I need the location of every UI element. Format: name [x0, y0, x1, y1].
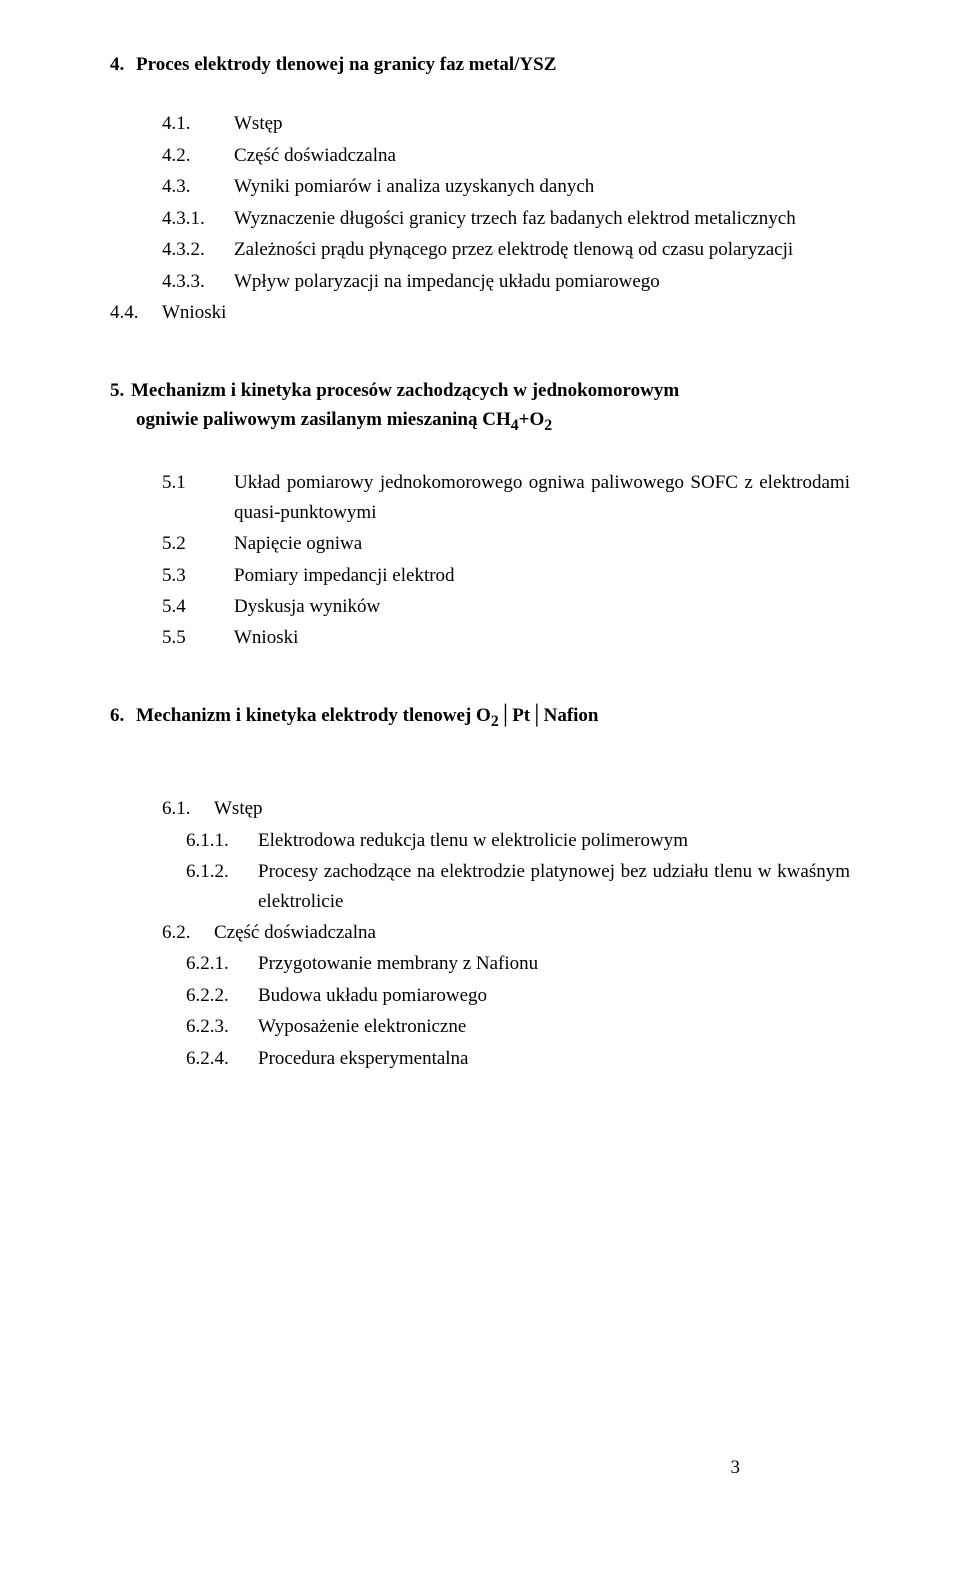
toc-item-4-1: 4.1. Wstęp [162, 109, 850, 138]
section-6-title: Mechanizm i kinetyka elektrody tlenowej … [136, 701, 599, 734]
section-4-items: 4.1. Wstęp 4.2. Część doświadczalna 4.3.… [110, 109, 850, 296]
toc-num: 5.5 [162, 623, 234, 652]
toc-item-6-1-1: 6.1.1. Elektrodowa redukcja tlenu w elek… [162, 826, 850, 855]
toc-label: Wyznaczenie długości granicy trzech faz … [234, 204, 850, 233]
section-5-title-part: ogniwie paliwowym zasilanym mieszaniną C… [136, 409, 511, 430]
toc-num: 4.3.3. [162, 267, 234, 296]
separator: │ [499, 705, 512, 726]
toc-label: Przygotowanie membrany z Nafionu [258, 949, 850, 978]
toc-num: 6.1.2. [186, 857, 258, 916]
toc-item-5-3: 5.3 Pomiary impedancji elektrod [162, 561, 850, 590]
toc-num: 6.2.3. [186, 1012, 258, 1041]
toc-label: Wpływ polaryzacji na impedancję układu p… [234, 267, 850, 296]
toc-item-4-3-2: 4.3.2. Zależności prądu płynącego przez … [162, 235, 850, 264]
section-5-title-line2: ogniwie paliwowym zasilanym mieszaniną C… [110, 409, 552, 430]
toc-item-6-2-1: 6.2.1. Przygotowanie membrany z Nafionu [162, 949, 850, 978]
section-5-number: 5. [110, 380, 124, 401]
toc-num: 4.3.2. [162, 235, 234, 264]
toc-item-4-3: 4.3. Wyniki pomiarów i analiza uzyskanyc… [162, 172, 850, 201]
toc-label: Część doświadczalna [234, 141, 850, 170]
toc-label: Procedura eksperymentalna [258, 1044, 850, 1073]
toc-label: Wnioski [234, 623, 850, 652]
section-5-title-part: +O [519, 409, 545, 430]
toc-item-4-3-3: 4.3.3. Wpływ polaryzacji na impedancję u… [162, 267, 850, 296]
toc-item-5-5: 5.5 Wnioski [162, 623, 850, 652]
toc-label: Wyniki pomiarów i analiza uzyskanych dan… [234, 172, 850, 201]
toc-num: 5.4 [162, 592, 234, 621]
toc-num: 4.1. [162, 109, 234, 138]
toc-num: 5.2 [162, 529, 234, 558]
toc-num: 6.1.1. [186, 826, 258, 855]
toc-num: 4.4. [110, 298, 162, 327]
section-5-title-line1: Mechanizm i kinetyka procesów zachodzący… [131, 380, 679, 401]
toc-item-6-2-2: 6.2.2. Budowa układu pomiarowego [162, 981, 850, 1010]
section-6-heading: 6. Mechanizm i kinetyka elektrody tlenow… [110, 701, 850, 734]
toc-label: Wyposażenie elektroniczne [258, 1012, 850, 1041]
toc-label: Wstęp [214, 794, 850, 823]
toc-num: 6.2.1. [186, 949, 258, 978]
toc-num: 5.3 [162, 561, 234, 590]
section-5-heading: 5. Mechanizm i kinetyka procesów zachodz… [110, 376, 850, 439]
toc-label: Pomiary impedancji elektrod [234, 561, 850, 590]
toc-num: 6.2. [162, 918, 214, 947]
toc-label: Napięcie ogniwa [234, 529, 850, 558]
toc-num: 4.2. [162, 141, 234, 170]
section-4-title: Proces elektrody tlenowej na granicy faz… [136, 50, 556, 79]
toc-num: 4.3. [162, 172, 234, 201]
toc-item-6-2-3: 6.2.3. Wyposażenie elektroniczne [162, 1012, 850, 1041]
toc-label: Dyskusja wyników [234, 592, 850, 621]
toc-item-4-2: 4.2. Część doświadczalna [162, 141, 850, 170]
toc-label: Budowa układu pomiarowego [258, 981, 850, 1010]
separator: │ [530, 705, 543, 726]
toc-item-6-1-2: 6.1.2. Procesy zachodzące na elektrodzie… [162, 857, 850, 916]
toc-label: Układ pomiarowy jednokomorowego ogniwa p… [234, 468, 850, 527]
toc-label: Procesy zachodzące na elektrodzie platyn… [258, 857, 850, 916]
subscript: 2 [491, 713, 499, 730]
toc-label: Część doświadczalna [214, 918, 850, 947]
toc-label: Wnioski [162, 298, 850, 327]
toc-num: 4.3.1. [162, 204, 234, 233]
section-4-number: 4. [110, 50, 136, 79]
section-6-title-part: Nafion [544, 705, 599, 726]
toc-num: 5.1 [162, 468, 234, 527]
section-6-items: 6.1. Wstęp 6.1.1. Elektrodowa redukcja t… [110, 794, 850, 1073]
toc-label: Elektrodowa redukcja tlenu w elektrolici… [258, 826, 850, 855]
toc-label: Zależności prądu płynącego przez elektro… [234, 235, 850, 264]
section-5-items: 5.1 Układ pomiarowy jednokomorowego ogni… [110, 468, 850, 653]
subscript: 4 [511, 417, 519, 434]
section-6-title-part: Mechanizm i kinetyka elektrody tlenowej … [136, 705, 491, 726]
subscript: 2 [544, 417, 552, 434]
toc-item-5-1: 5.1 Układ pomiarowy jednokomorowego ogni… [162, 468, 850, 527]
toc-label: Wstęp [234, 109, 850, 138]
toc-item-4-3-1: 4.3.1. Wyznaczenie długości granicy trze… [162, 204, 850, 233]
section-6-number: 6. [110, 701, 136, 734]
page-number: 3 [731, 1453, 741, 1482]
section-6-title-part: Pt [512, 705, 530, 726]
toc-item-4-4: 4.4. Wnioski [110, 298, 850, 327]
toc-item-6-1: 6.1. Wstęp [162, 794, 850, 823]
toc-num: 6.2.4. [186, 1044, 258, 1073]
toc-item-5-4: 5.4 Dyskusja wyników [162, 592, 850, 621]
toc-item-6-2-4: 6.2.4. Procedura eksperymentalna [162, 1044, 850, 1073]
toc-item-5-2: 5.2 Napięcie ogniwa [162, 529, 850, 558]
toc-num: 6.1. [162, 794, 214, 823]
section-4-heading: 4. Proces elektrody tlenowej na granicy … [110, 50, 850, 79]
toc-item-6-2: 6.2. Część doświadczalna [162, 918, 850, 947]
toc-num: 6.2.2. [186, 981, 258, 1010]
